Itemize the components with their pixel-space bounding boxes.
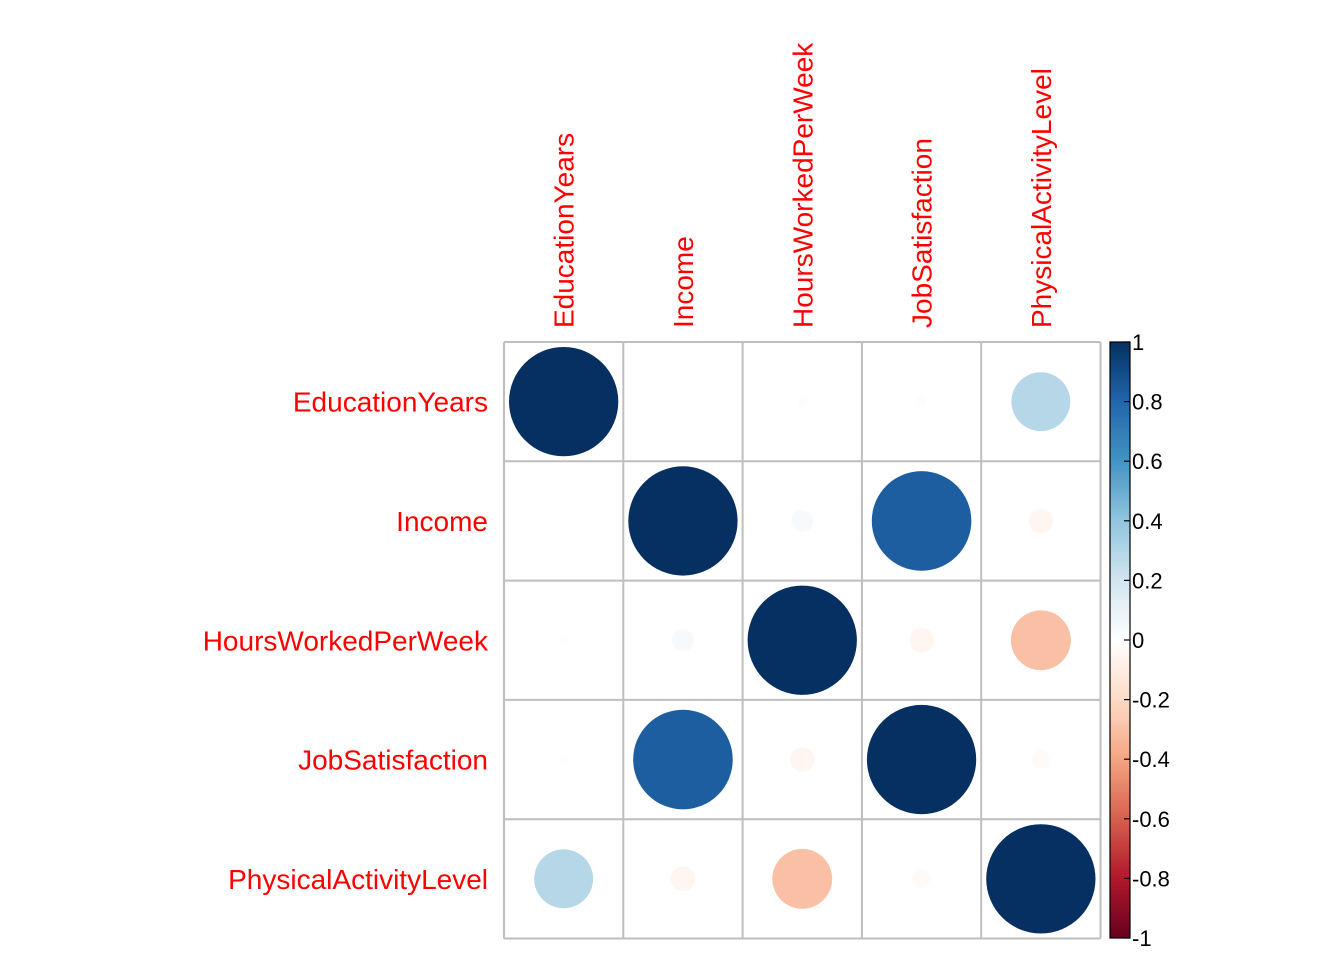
colorbar-tick-label: 0.8 xyxy=(1132,390,1163,415)
colorbar-tick-label: 0 xyxy=(1132,628,1144,653)
corr-circle-education-years-physical-activity-level xyxy=(1011,372,1071,432)
corr-circle-hours-worked-per-week-education-years xyxy=(558,634,570,646)
colorbar-tick-label: 0.2 xyxy=(1132,568,1163,593)
colorbar-tick-label: -0.6 xyxy=(1132,807,1170,832)
row-label-job-satisfaction: JobSatisfaction xyxy=(298,745,488,776)
row-label-education-years: EducationYears xyxy=(293,387,488,418)
corr-circle-job-satisfaction-education-years xyxy=(558,754,570,766)
corr-circle-hours-worked-per-week-hours-worked-per-week xyxy=(747,585,857,695)
corr-circle-hours-worked-per-week-physical-activity-level xyxy=(1010,610,1071,671)
correlation-circles xyxy=(503,341,1102,940)
corr-circle-physical-activity-level-job-satisfaction xyxy=(912,869,932,889)
column-label-education-years: EducationYears xyxy=(549,133,580,328)
corr-circle-hours-worked-per-week-job-satisfaction xyxy=(909,628,934,653)
corr-circle-physical-activity-level-education-years xyxy=(534,849,594,909)
corr-circle-income-physical-activity-level xyxy=(1028,508,1054,534)
column-label-physical-activity-level: PhysicalActivityLevel xyxy=(1026,68,1057,328)
colorbar-tick-label: -0.4 xyxy=(1132,747,1170,772)
column-label-income: Income xyxy=(668,236,699,328)
colorbar: 1 0.8 0.6 0.4 0.2 0 -0.2 -0.4 -0.6 -0.8 -1 xyxy=(1109,330,1170,951)
row-labels: EducationYears Income HoursWorkedPerWeek Jo… xyxy=(203,387,489,895)
corr-circle-job-satisfaction-job-satisfaction xyxy=(866,704,977,815)
colorbar-tick-label: 1 xyxy=(1132,330,1144,355)
colorbar-tick-label: -1 xyxy=(1132,926,1152,951)
corr-circle-income-hours-worked-per-week xyxy=(791,510,814,532)
column-labels: EducationYears Income HoursWorkedPerWeek Jo… xyxy=(549,42,1057,328)
corr-circle-education-years-hours-worked-per-week xyxy=(796,396,808,408)
corr-circle-job-satisfaction-income xyxy=(633,709,733,810)
row-label-physical-activity-level: PhysicalActivityLevel xyxy=(228,864,488,895)
corr-circle-physical-activity-level-physical-activity-level xyxy=(986,824,1096,934)
colorbar-tick-label: -0.2 xyxy=(1132,688,1170,713)
column-label-hours-worked-per-week: HoursWorkedPerWeek xyxy=(787,42,818,328)
column-label-job-satisfaction: JobSatisfaction xyxy=(907,138,938,328)
colorbar-tick-label: -0.8 xyxy=(1132,866,1170,891)
corr-circle-job-satisfaction-physical-activity-level xyxy=(1031,750,1051,770)
corr-circle-education-years-job-satisfaction xyxy=(916,396,928,408)
colorbar-tick-label: 0.6 xyxy=(1132,449,1163,474)
corr-circle-job-satisfaction-hours-worked-per-week xyxy=(790,747,815,772)
corr-circle-income-income xyxy=(628,466,738,576)
row-label-hours-worked-per-week: HoursWorkedPerWeek xyxy=(203,625,489,656)
corr-circle-income-job-satisfaction xyxy=(871,471,972,571)
row-label-income: Income xyxy=(396,506,488,537)
corr-circle-hours-worked-per-week-income xyxy=(672,629,694,652)
corr-circle-education-years-education-years xyxy=(509,347,619,457)
corr-circle-physical-activity-level-income xyxy=(670,866,696,892)
corr-circle-physical-activity-level-hours-worked-per-week xyxy=(772,848,833,909)
colorbar-tick-label: 0.4 xyxy=(1132,509,1163,534)
